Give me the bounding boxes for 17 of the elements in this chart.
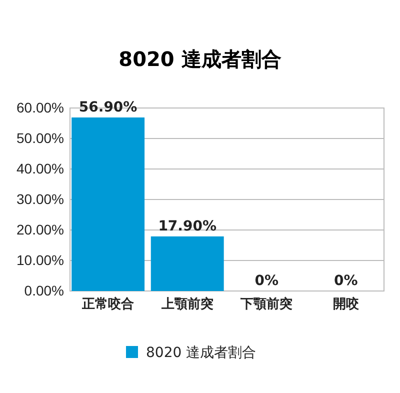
data-label: 0% [254,273,279,289]
y-tick-label: 60.00% [16,99,64,116]
y-tick-label: 20.00% [16,221,64,238]
legend-label: 8020 達成者割合 [146,345,256,361]
data-label: 17.90% [158,218,217,234]
y-tick-label: 0.00% [24,282,64,298]
y-tick-label: 40.00% [16,160,64,176]
data-label: 56.90% [78,99,138,116]
y-tick-label: 30.00% [16,190,64,207]
y-tick-label: 50.00% [16,130,64,146]
y-tick-label: 10.00% [16,252,64,268]
x-tick-label: 正常咬合 [81,296,134,312]
x-tick-label: 上顎前突 [160,296,214,312]
x-tick-label: 開咬 [332,296,360,312]
chart-title: 8020 達成者割合 [118,47,282,71]
x-tick-label: 下顎前突 [240,296,293,312]
data-label: 0% [334,273,358,289]
